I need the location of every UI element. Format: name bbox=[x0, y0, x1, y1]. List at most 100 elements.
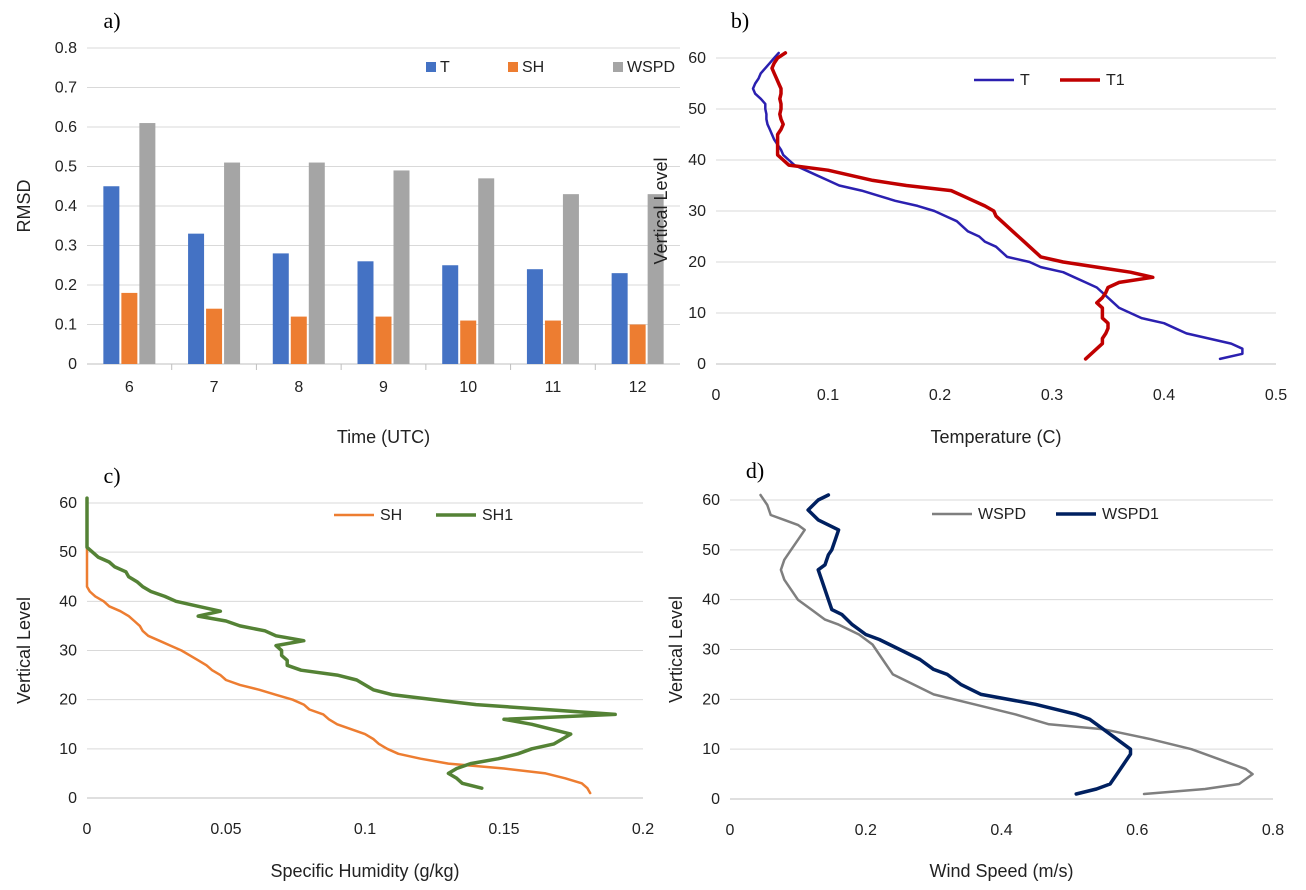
bar-wspd-6 bbox=[139, 123, 156, 364]
x-axis-label: Temperature (C) bbox=[930, 427, 1061, 447]
legend-swatch-t bbox=[426, 62, 436, 72]
bar-sh-9 bbox=[375, 316, 392, 364]
legend-swatch-sh bbox=[508, 62, 518, 72]
panel-label: a) bbox=[103, 8, 120, 33]
y-tick-label: 60 bbox=[688, 50, 706, 67]
y-tick-label: 60 bbox=[59, 495, 77, 512]
x-tick-label: 0.1 bbox=[354, 821, 376, 838]
y-axis-label: Vertical Level bbox=[14, 597, 34, 704]
y-tick-label: 50 bbox=[59, 544, 77, 561]
y-tick-label: 0.5 bbox=[55, 159, 77, 176]
y-tick-label: 0.3 bbox=[55, 238, 77, 255]
y-tick-label: 0.7 bbox=[55, 80, 77, 97]
y-tick-label: 0 bbox=[697, 356, 706, 373]
x-axis-label: Wind Speed (m/s) bbox=[929, 861, 1073, 881]
series-line-wspd bbox=[759, 493, 1254, 796]
legend-label-t: T bbox=[440, 59, 450, 76]
y-tick-label: 0 bbox=[711, 791, 720, 808]
series-line-wspd1 bbox=[806, 493, 1133, 796]
bar-sh-12 bbox=[629, 324, 646, 364]
bar-wspd-7 bbox=[224, 162, 241, 364]
legend-label-t: T bbox=[1020, 72, 1030, 89]
panel-c: c) 0 10 20 30 40 50 60 Specific Humidity (g/kg) V… bbox=[14, 463, 654, 881]
x-tick-label: 0.8 bbox=[1262, 822, 1284, 839]
bar-t-12 bbox=[611, 273, 628, 364]
y-tick-label: 0 bbox=[68, 356, 77, 373]
legend-label-wspd: WSPD bbox=[627, 59, 675, 76]
x-tick-label: 0.6 bbox=[1126, 822, 1148, 839]
y-tick-label: 60 bbox=[702, 492, 720, 509]
x-axis-label: Specific Humidity (g/kg) bbox=[270, 861, 459, 881]
panel-label: c) bbox=[103, 463, 120, 488]
bar-sh-10 bbox=[460, 320, 477, 364]
bar-t-7 bbox=[188, 233, 205, 364]
bar-t-8 bbox=[272, 253, 289, 364]
x-tick-label: 0.4 bbox=[1153, 387, 1175, 404]
x-tick-label: 7 bbox=[210, 379, 219, 396]
x-tick-label: 11 bbox=[545, 379, 562, 396]
y-tick-label: 30 bbox=[688, 203, 706, 220]
series-line-t bbox=[751, 51, 1244, 361]
x-tick-label: 0.15 bbox=[488, 821, 519, 838]
y-tick-label: 40 bbox=[688, 152, 706, 169]
legend-label-sh1: SH1 bbox=[482, 507, 513, 524]
y-tick-label: 30 bbox=[702, 642, 720, 659]
y-tick-label: 50 bbox=[688, 101, 706, 118]
x-tick-label: 8 bbox=[294, 379, 303, 396]
bar-t-10 bbox=[442, 265, 459, 364]
y-tick-label: 30 bbox=[59, 643, 77, 660]
y-tick-label: 20 bbox=[59, 692, 77, 709]
x-tick-label: 0.2 bbox=[855, 822, 877, 839]
y-tick-label: 10 bbox=[702, 741, 720, 758]
x-tick-label: 0.2 bbox=[632, 821, 654, 838]
bar-sh-7 bbox=[206, 308, 223, 364]
bar-t-9 bbox=[357, 261, 374, 364]
legend-swatch-wspd bbox=[613, 62, 623, 72]
legend-label-t1: T1 bbox=[1106, 72, 1125, 89]
legend-label-sh: SH bbox=[380, 507, 402, 524]
x-tick-label: 0.4 bbox=[990, 822, 1012, 839]
x-axis-label: Time (UTC) bbox=[337, 427, 430, 447]
y-tick-label: 10 bbox=[59, 741, 77, 758]
y-tick-label: 40 bbox=[59, 593, 77, 610]
y-axis-label: RMSD bbox=[14, 180, 34, 233]
y-tick-label: 0.4 bbox=[55, 198, 77, 215]
bar-wspd-11 bbox=[562, 194, 579, 364]
y-tick-label: 40 bbox=[702, 592, 720, 609]
y-axis-label: Vertical Level bbox=[666, 596, 686, 703]
legend-label-wspd1: WSPD1 bbox=[1102, 506, 1159, 523]
series-line-sh1 bbox=[85, 496, 617, 790]
legend-label-wspd: WSPD bbox=[978, 506, 1026, 523]
bar-wspd-10 bbox=[478, 178, 495, 364]
x-tick-label: 0 bbox=[726, 822, 735, 839]
bar-sh-6 bbox=[121, 292, 138, 364]
x-tick-label: 0.3 bbox=[1041, 387, 1063, 404]
y-tick-label: 0.8 bbox=[55, 40, 77, 57]
x-tick-label: 6 bbox=[125, 379, 134, 396]
bar-t-6 bbox=[103, 186, 120, 364]
bar-t-11 bbox=[526, 269, 543, 364]
panel-d: d) 0 10 20 30 40 50 60 Wind Speed (m/s) Vertical … bbox=[666, 458, 1284, 881]
bar-wspd-8 bbox=[308, 162, 325, 364]
y-tick-label: 0.6 bbox=[55, 119, 77, 136]
x-tick-label: 9 bbox=[379, 379, 388, 396]
series-line-sh bbox=[85, 496, 592, 795]
x-tick-label: 0.5 bbox=[1265, 387, 1287, 404]
x-tick-label: 0.1 bbox=[817, 387, 839, 404]
y-tick-label: 10 bbox=[688, 305, 706, 322]
x-tick-label: 12 bbox=[629, 379, 647, 396]
x-tick-label: 0 bbox=[83, 821, 92, 838]
panel-a: a) 0 0.1 0.2 0.3 0.4 0.5 0.6 0.7 0.8 Time (UTC) RMS… bbox=[14, 8, 680, 447]
x-tick-label: 0.2 bbox=[929, 387, 951, 404]
legend-label-sh: SH bbox=[522, 59, 544, 76]
y-tick-label: 0.2 bbox=[55, 277, 77, 294]
bar-sh-8 bbox=[290, 316, 307, 364]
bar-wspd-9 bbox=[393, 170, 410, 364]
series-line-t1 bbox=[770, 51, 1155, 361]
x-tick-label: 0.05 bbox=[210, 821, 241, 838]
y-tick-label: 50 bbox=[702, 542, 720, 559]
x-tick-label: 0 bbox=[712, 387, 721, 404]
y-tick-label: 20 bbox=[688, 254, 706, 271]
bar-wspd-12 bbox=[647, 194, 664, 364]
